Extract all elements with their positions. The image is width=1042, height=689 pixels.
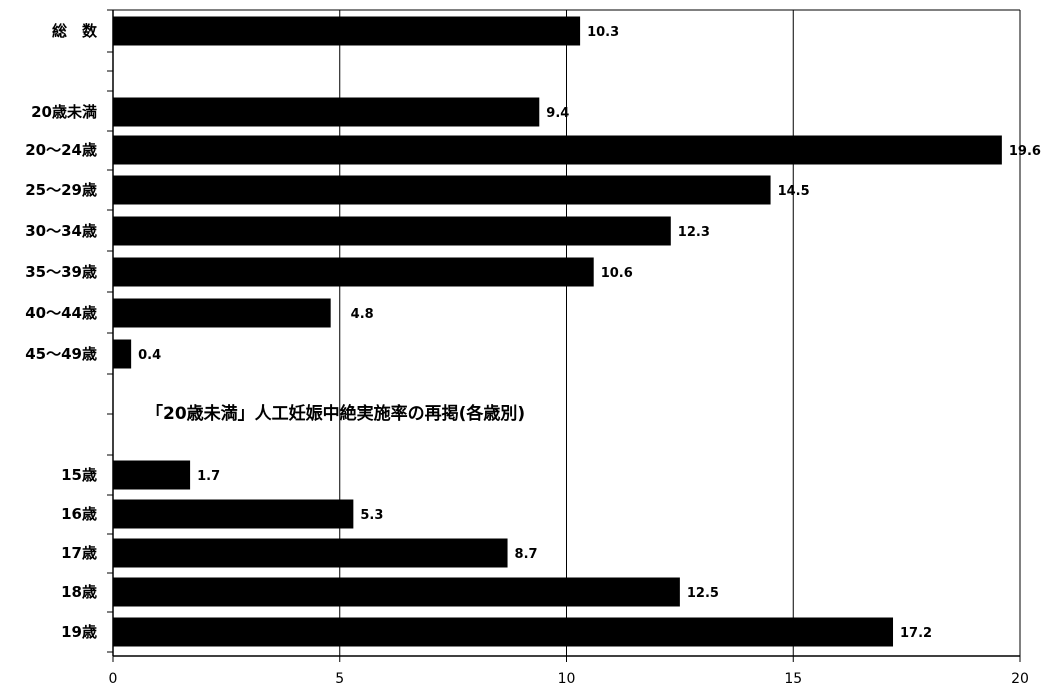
bar — [113, 339, 132, 369]
category-label: 19歳 — [61, 623, 97, 641]
bars — [113, 16, 1002, 647]
axes: 0 5 10 15 20 — [107, 9, 1029, 687]
value-label: 10.3 — [587, 25, 619, 40]
x-tick-label: 20 — [1011, 671, 1029, 687]
bar — [113, 499, 354, 529]
value-label: 1.7 — [197, 469, 220, 484]
category-label: 20～24歳 — [25, 141, 97, 159]
category-label: 17歳 — [61, 544, 97, 562]
bar — [113, 216, 671, 246]
x-tick-label: 0 — [109, 671, 118, 687]
value-label: 8.7 — [515, 547, 538, 562]
value-label: 19.6 — [1009, 144, 1041, 159]
category-label: 40～44歳 — [25, 304, 97, 322]
value-label: 10.6 — [601, 266, 633, 281]
bar — [113, 135, 1002, 165]
bar — [113, 97, 540, 127]
value-label: 5.3 — [360, 508, 383, 523]
labels: 総 数 10.3 20歳未満 9.4 20～24歳 19.6 25～29歳 14.5 30～34… — [25, 22, 1041, 641]
category-label: 20歳未満 — [31, 103, 97, 121]
bar — [113, 538, 508, 568]
x-tick-label: 10 — [558, 671, 576, 687]
bar — [113, 577, 680, 607]
category-label: 25～29歳 — [25, 181, 97, 199]
bar — [113, 298, 331, 328]
value-label: 4.8 — [351, 307, 374, 322]
bar — [113, 257, 594, 287]
value-label: 12.3 — [678, 225, 710, 240]
value-label: 0.4 — [138, 348, 161, 363]
category-label: 30～34歳 — [25, 222, 97, 240]
category-label: 15歳 — [61, 466, 97, 484]
x-tick-label: 5 — [335, 671, 344, 687]
subset-annotation: 「20歳未満」人工妊娠中絶実施率の再掲(各歳別) — [146, 403, 525, 424]
category-label: 35～39歳 — [25, 263, 97, 281]
category-label: 18歳 — [61, 583, 97, 601]
bar — [113, 16, 581, 46]
value-label: 12.5 — [687, 586, 719, 601]
value-label: 14.5 — [778, 184, 810, 199]
x-tick-label: 15 — [784, 671, 802, 687]
category-label: 45～49歳 — [25, 345, 97, 363]
bar — [113, 175, 771, 205]
value-label: 17.2 — [900, 626, 932, 641]
category-label: 16歳 — [61, 505, 97, 523]
category-label: 総 数 — [52, 22, 98, 40]
bar — [113, 460, 191, 490]
value-label: 9.4 — [546, 106, 569, 121]
bar — [113, 617, 894, 647]
